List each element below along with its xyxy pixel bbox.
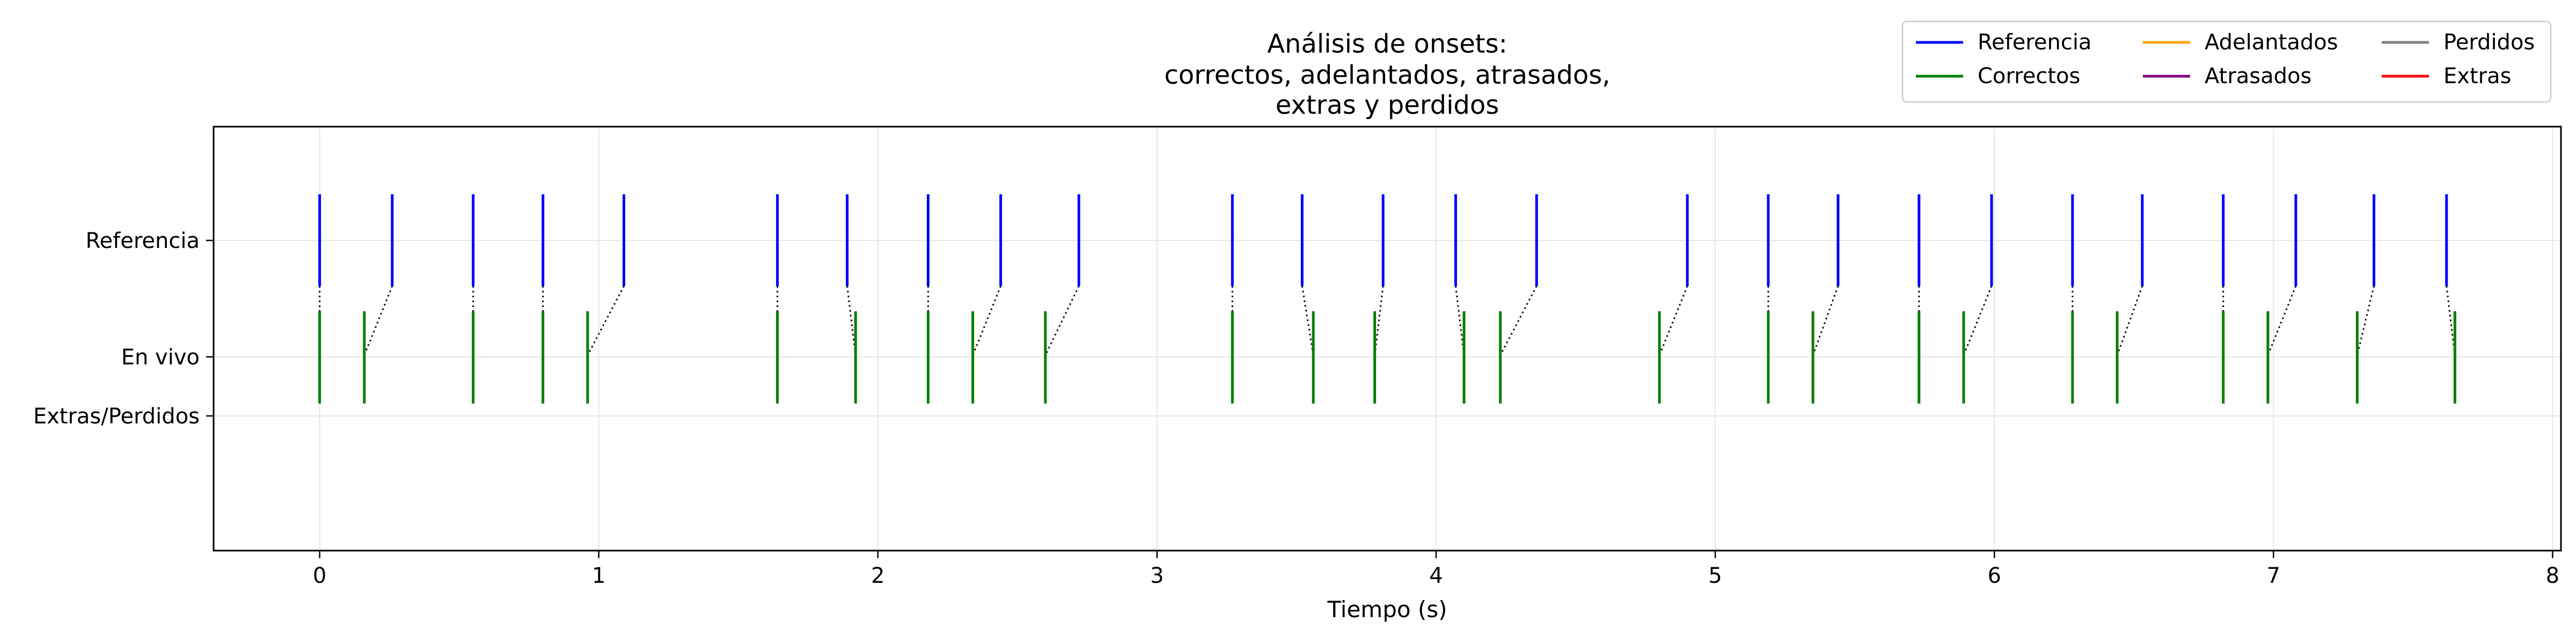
x-tick-label: 1 [592,564,605,588]
y-tick-label: Extras/Perdidos [33,404,200,429]
match-link [1658,286,1688,356]
axes: 0 1 2 3 4 5 6 7 8 Referencia En vivo Extras/Perdido… [33,229,2559,588]
match-link [846,286,857,356]
x-tick-label: 4 [1429,564,1443,588]
x-tick-label: 6 [1987,564,2001,588]
y-tick-label: En vivo [121,345,200,370]
match-link [972,286,1002,356]
match-links [319,286,2456,356]
match-link [2116,286,2143,356]
match-link [1963,286,1993,356]
match-link [1499,286,1538,356]
legend-extras: Extras [2382,64,2511,89]
legend-referencia: Referencia [1916,30,2091,55]
legend-label: Correctos [1978,64,2080,89]
legend-perdidos: Perdidos [2382,30,2535,55]
y-tick-label: Referencia [86,229,200,253]
match-link [2267,286,2297,356]
match-link [2446,286,2456,356]
chart-title-line-2: correctos, adelantados, atrasados, [1164,60,1610,90]
x-tick-label: 3 [1150,564,1163,588]
legend-label: Atrasados [2205,64,2311,89]
legend-label: Extras [2443,64,2511,89]
legend-label: Referencia [1978,30,2091,55]
legend-adelantados: Adelantados [2143,30,2338,55]
legend-label: Perdidos [2443,30,2535,55]
x-tick-label: 8 [2546,564,2559,588]
match-link [1044,286,1080,356]
match-link [1812,286,1839,356]
legend-atrasados: Atrasados [2143,64,2311,89]
match-link [1374,286,1384,356]
legend: Referencia Correctos Adelantados Atrasados P… [1901,20,2552,103]
x-axis-label: Tiempo (s) [1327,596,1447,623]
match-link [587,286,625,356]
plot-frame [213,126,2562,552]
chart-title-line-3: extras y perdidos [1276,90,1499,120]
match-link [363,286,393,356]
chart-title-line-1: Análisis de onsets: [1267,29,1507,59]
x-tick-label: 2 [871,564,884,588]
legend-correctos: Correctos [1916,64,2080,89]
grid [214,127,2561,551]
legend-label: Adelantados [2205,30,2338,55]
x-tick-label: 5 [1708,564,1722,588]
x-tick-label: 0 [313,564,326,588]
onset-marks [318,194,2456,404]
match-link [2356,286,2375,356]
match-link [1301,286,1314,356]
match-link [1454,286,1465,356]
x-tick-label: 7 [2267,564,2280,588]
